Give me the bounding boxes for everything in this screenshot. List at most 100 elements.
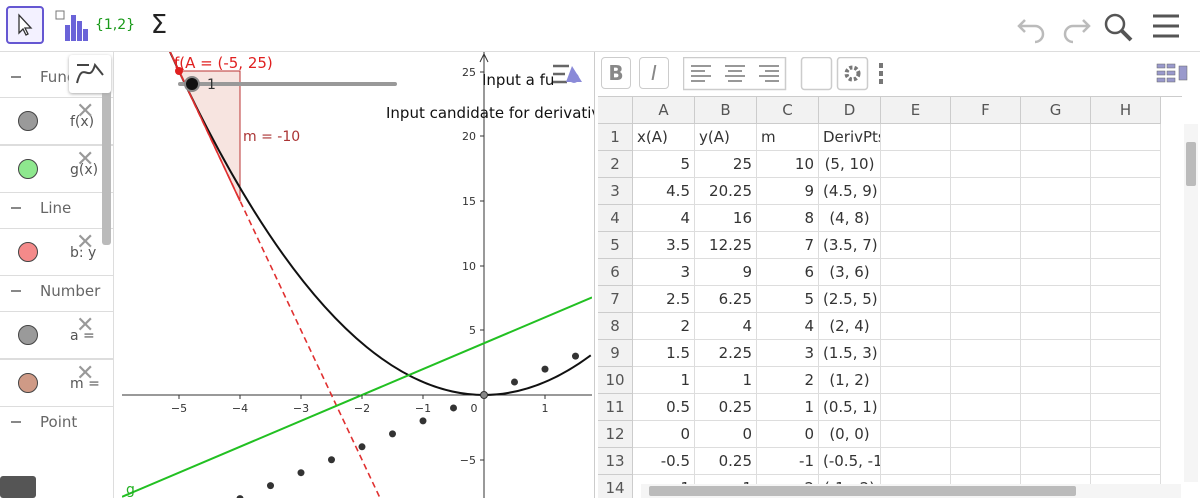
v-scrollbar[interactable] bbox=[1184, 124, 1198, 482]
redo[interactable] bbox=[1063, 19, 1091, 44]
cell: (1, 2) bbox=[819, 367, 881, 394]
column-header: D bbox=[819, 97, 881, 124]
cell: 20.25 bbox=[695, 178, 757, 205]
visibility-toggle[interactable] bbox=[18, 373, 38, 393]
keyboard-button[interactable] bbox=[0, 476, 36, 498]
empty-cell bbox=[951, 286, 1021, 313]
cell: 9 bbox=[757, 178, 819, 205]
cell: 2 bbox=[757, 367, 819, 394]
cell: 3.5 bbox=[633, 232, 695, 259]
empty-cell bbox=[1091, 232, 1161, 259]
delete-icon[interactable]: ✕ bbox=[76, 313, 95, 338]
empty-cell bbox=[1021, 259, 1091, 286]
row-header: 5 bbox=[598, 232, 633, 259]
toolbar-right bbox=[1017, 13, 1179, 44]
cell: (2.5, 5) bbox=[819, 286, 881, 313]
deriv-point bbox=[267, 482, 274, 490]
sum-tool[interactable]: Σ bbox=[150, 10, 168, 40]
cell: (3, 6) bbox=[819, 259, 881, 286]
cell: (4.5, 9) bbox=[819, 178, 881, 205]
visibility-toggle[interactable] bbox=[18, 111, 38, 131]
line-label: g bbox=[126, 482, 135, 498]
y-tick-label: 20 bbox=[462, 130, 476, 143]
cell: 1.5 bbox=[633, 340, 695, 367]
cell: 4.5 bbox=[633, 178, 695, 205]
cell: 6.25 bbox=[695, 286, 757, 313]
row-header: 6 bbox=[598, 259, 633, 286]
item-label: m = bbox=[70, 376, 100, 392]
cell: 16 bbox=[695, 205, 757, 232]
cell: -0.5 bbox=[633, 448, 695, 475]
move-tool[interactable] bbox=[6, 6, 44, 44]
empty-cell bbox=[951, 232, 1021, 259]
point-label: f(A = (-5, 25) bbox=[174, 54, 273, 72]
delete-icon[interactable]: ✕ bbox=[76, 361, 95, 386]
column-header: G bbox=[1021, 97, 1091, 124]
empty-cell bbox=[881, 151, 951, 178]
cell: 2 bbox=[633, 313, 695, 340]
menu[interactable] bbox=[1153, 14, 1179, 38]
cell: -1 bbox=[757, 448, 819, 475]
spreadsheet-grid: A B C D E F G H 1 x(A) y(A) m DerivPts 2 5 25 10 (5, 10) 3… bbox=[598, 96, 1182, 498]
y-tick-label: −5 bbox=[460, 454, 476, 467]
point-a[interactable] bbox=[175, 67, 183, 75]
delete-icon[interactable]: ✕ bbox=[76, 99, 95, 124]
cell: 0.25 bbox=[695, 394, 757, 421]
algebra-item: m = ✕ bbox=[0, 359, 113, 407]
cell: 1 bbox=[695, 367, 757, 394]
x-tick-label: 0 bbox=[471, 402, 478, 415]
h-scrollbar[interactable] bbox=[641, 484, 1181, 498]
undo[interactable] bbox=[1017, 19, 1045, 44]
empty-cell bbox=[881, 340, 951, 367]
visibility-toggle[interactable] bbox=[18, 325, 38, 345]
y-tick-label: 25 bbox=[462, 66, 476, 79]
row-header: 12 bbox=[598, 421, 633, 448]
empty-cell bbox=[1091, 394, 1161, 421]
column-header: A bbox=[633, 97, 695, 124]
empty-cell bbox=[1021, 286, 1091, 313]
style-bar-button[interactable] bbox=[547, 56, 590, 96]
y-tick-label: 5 bbox=[469, 324, 476, 337]
cell: 1 bbox=[757, 394, 819, 421]
deriv-point bbox=[358, 443, 366, 451]
list-tool[interactable]: {1,2} bbox=[94, 17, 136, 33]
empty-cell bbox=[1091, 421, 1161, 448]
delete-icon[interactable]: ✕ bbox=[76, 147, 95, 172]
visibility-toggle[interactable] bbox=[18, 159, 38, 179]
section-header: Point bbox=[40, 413, 78, 431]
slider-knob[interactable] bbox=[184, 76, 200, 92]
curve-f bbox=[169, 52, 592, 396]
x-tick-label: −5 bbox=[171, 402, 187, 415]
empty-cell bbox=[1091, 340, 1161, 367]
column-header: F bbox=[951, 97, 1021, 124]
graphics-style-toggle[interactable] bbox=[69, 55, 111, 93]
chart-tool[interactable] bbox=[52, 6, 90, 44]
empty-cell bbox=[951, 313, 1021, 340]
x-tick-label: −3 bbox=[293, 402, 309, 415]
cell: (2, 4) bbox=[819, 313, 881, 340]
column-header: B bbox=[695, 97, 757, 124]
empty-cell bbox=[1021, 421, 1091, 448]
algebra-item: b: y ✕ bbox=[0, 228, 113, 276]
empty-cell bbox=[881, 394, 951, 421]
visibility-toggle[interactable] bbox=[18, 242, 38, 262]
collapse-icon bbox=[11, 290, 21, 292]
row-header: 1 bbox=[598, 124, 633, 151]
cell: 3 bbox=[757, 340, 819, 367]
layout-icon[interactable] bbox=[1155, 62, 1191, 86]
empty-cell bbox=[1091, 448, 1161, 475]
cell: 4 bbox=[633, 205, 695, 232]
row-header: 2 bbox=[598, 151, 633, 178]
cell: 0 bbox=[633, 421, 695, 448]
empty-cell bbox=[951, 448, 1021, 475]
search[interactable] bbox=[1104, 13, 1133, 42]
delete-icon[interactable]: ✕ bbox=[76, 230, 95, 255]
algebra-scrollbar[interactable] bbox=[102, 60, 111, 245]
row-header: 14 bbox=[598, 475, 633, 498]
empty-cell bbox=[1021, 151, 1091, 178]
empty-cell bbox=[1091, 124, 1161, 151]
empty-cell bbox=[1091, 367, 1161, 394]
bold-button[interactable]: B bbox=[601, 57, 631, 89]
cell: 9 bbox=[695, 259, 757, 286]
italic-button[interactable]: I bbox=[639, 57, 669, 89]
